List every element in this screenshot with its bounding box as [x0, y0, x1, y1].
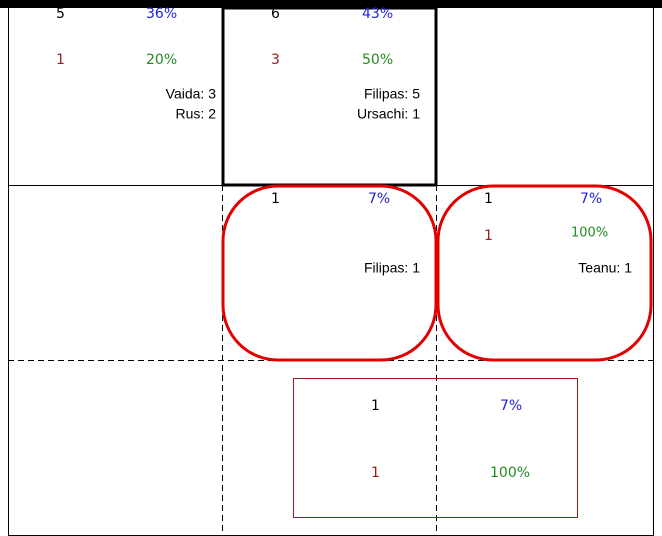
count: 1 — [484, 228, 493, 244]
count: 1 — [271, 191, 280, 207]
count: 6 — [271, 6, 280, 22]
percent: 36% — [146, 6, 177, 22]
percent: 7% — [500, 398, 522, 414]
percent: 7% — [580, 191, 602, 207]
name-count: Filipas: 1 — [364, 260, 420, 276]
percent: 20% — [146, 52, 177, 68]
group-box — [293, 378, 578, 518]
count: 3 — [271, 52, 280, 68]
count: 1 — [371, 398, 380, 414]
percent: 43% — [362, 6, 393, 22]
group-loop — [221, 184, 438, 362]
name-count: Vaida: 3 — [166, 86, 217, 102]
percent: 50% — [362, 52, 393, 68]
percent: 100% — [490, 465, 530, 481]
count: 1 — [484, 191, 493, 207]
top-bar — [0, 0, 662, 8]
count: 1 — [371, 465, 380, 481]
name-count: Rus: 2 — [176, 106, 217, 122]
count: 5 — [56, 6, 65, 22]
name-count: Ursachi: 1 — [357, 106, 420, 122]
percent: 100% — [571, 226, 608, 241]
group-loop — [436, 184, 653, 362]
percent: 7% — [368, 191, 390, 207]
count: 1 — [56, 52, 65, 68]
name-count: Filipas: 5 — [364, 86, 420, 102]
name-count: Teanu: 1 — [578, 260, 632, 276]
